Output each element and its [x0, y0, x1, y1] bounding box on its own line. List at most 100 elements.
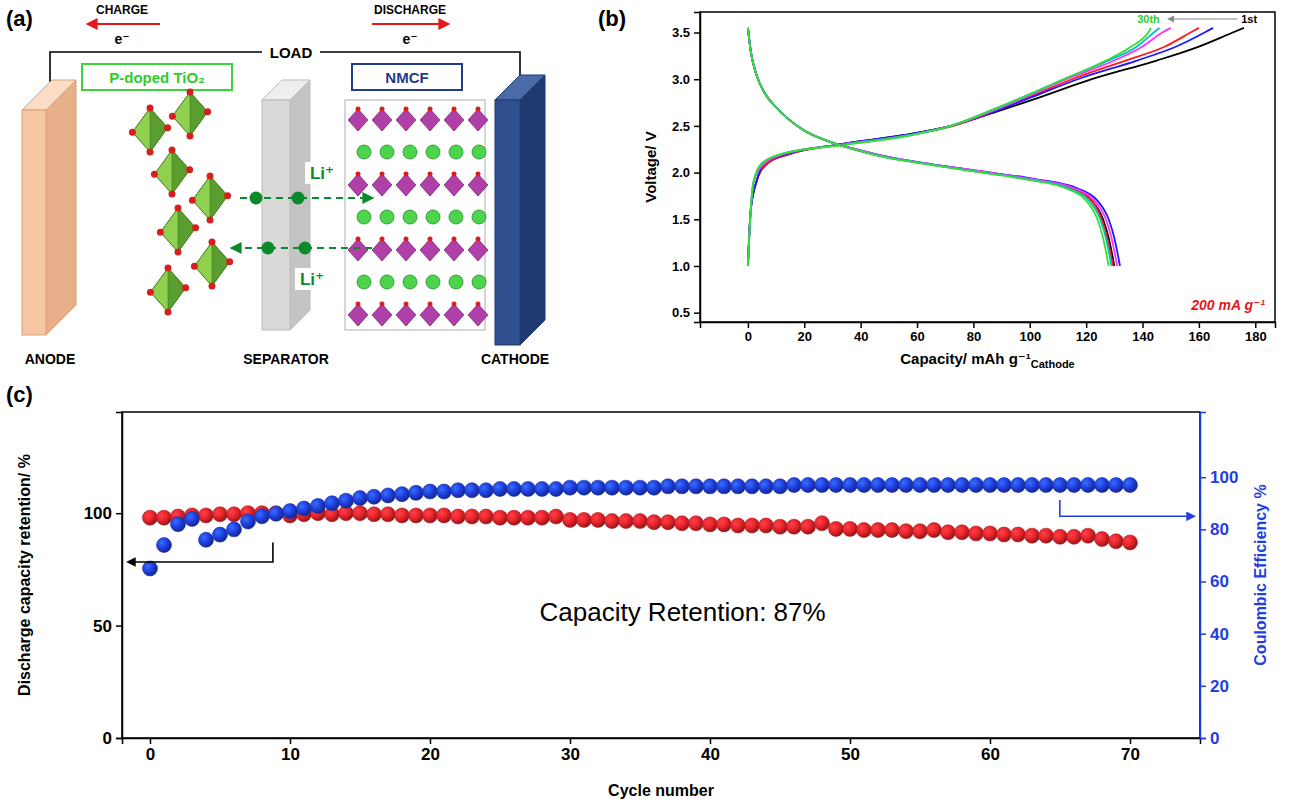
data-point	[675, 516, 690, 531]
tm-octahedron	[468, 109, 488, 131]
tick-mark	[1200, 581, 1206, 583]
tick: 120	[1076, 322, 1098, 344]
tick-label: 60	[981, 745, 1000, 764]
unit-cell	[345, 100, 485, 330]
tick: 0.5	[672, 305, 700, 320]
tick-label: 1.0	[672, 259, 690, 274]
data-point	[465, 509, 480, 524]
plot-frame	[122, 412, 1200, 738]
data-point	[465, 483, 480, 498]
tick-label: 180	[1245, 329, 1267, 344]
data-point	[381, 507, 396, 522]
tick-mark	[694, 32, 700, 34]
oxygen-atom	[164, 124, 171, 131]
tick: 100	[1200, 468, 1238, 487]
oxygen-atom	[186, 166, 193, 173]
data-point	[381, 488, 396, 503]
tick-mark	[116, 625, 122, 627]
data-point	[801, 519, 816, 534]
label: Li⁺	[300, 270, 324, 289]
tick-label: 20	[1210, 677, 1229, 696]
octahedron	[172, 92, 207, 136]
data-point	[605, 480, 620, 495]
cathode-material-box	[352, 64, 462, 90]
tick-label: 40	[854, 329, 868, 344]
tm-octahedron	[396, 174, 416, 196]
data-point	[843, 478, 858, 493]
tick: 100	[84, 504, 122, 523]
oxygen-atom	[404, 107, 409, 112]
oxygen-atom	[147, 289, 154, 296]
tm-octahedron	[396, 239, 416, 261]
data-point	[199, 508, 214, 523]
y-axis: 050100	[84, 413, 123, 748]
panel-label: (b)	[598, 6, 626, 31]
data-point	[689, 516, 704, 531]
tick-label: 40	[701, 745, 720, 764]
data-point	[759, 518, 774, 533]
data-point	[493, 481, 508, 496]
anode-side	[46, 80, 76, 335]
tick-mark	[150, 738, 152, 744]
lithium-ion	[299, 242, 312, 255]
cathode-side	[520, 75, 545, 345]
tick-label: 70	[1121, 745, 1140, 764]
tm-octahedron	[348, 174, 368, 196]
data-point	[689, 479, 704, 494]
oxygen-atom	[129, 129, 136, 136]
voltage-curve	[748, 28, 1112, 266]
axis-line	[1201, 413, 1207, 739]
panel-label: (a)	[6, 6, 33, 31]
tick-label: 140	[1132, 329, 1154, 344]
data-point	[619, 514, 634, 529]
data-point	[1123, 535, 1138, 550]
annotation: Capacity Retention: 87%	[539, 597, 825, 627]
voltage-curve	[748, 28, 1109, 266]
data-point	[1067, 478, 1082, 493]
tick-mark	[1030, 322, 1032, 328]
tick: 60	[1200, 572, 1229, 591]
lithium-atom	[449, 145, 463, 159]
x-axis-title: Cycle number	[608, 782, 714, 799]
data-point	[563, 480, 578, 495]
x-axis-title-main: Capacity/ mAh g⁻¹	[900, 350, 1030, 367]
oxygen-atom	[207, 173, 214, 180]
panel-b: (b)0204060801001201401601800.51.01.52.02…	[598, 6, 1276, 370]
oxygen-atom	[452, 302, 457, 307]
data-point	[311, 498, 326, 513]
tick: 20	[1200, 677, 1229, 696]
tick-label: 0	[745, 329, 752, 344]
tick-mark	[860, 322, 862, 328]
voltage-curve	[748, 28, 1244, 266]
tick-label: 3.5	[672, 25, 690, 40]
label: P-doped TiO₂	[109, 69, 205, 86]
tick: 140	[1132, 322, 1154, 344]
tm-octahedron	[420, 109, 440, 131]
oxygen-atom	[157, 229, 164, 236]
lithium-atom	[449, 210, 463, 224]
oxygen-atom	[404, 302, 409, 307]
data-point	[661, 515, 676, 530]
label: CHARGE	[96, 3, 148, 17]
data-point	[297, 501, 312, 516]
tm-octahedron	[372, 304, 392, 326]
oxygen-atom	[209, 283, 216, 290]
tick-mark	[1200, 529, 1206, 531]
data-point	[983, 526, 998, 541]
data-point	[157, 510, 172, 525]
lithium-ion	[262, 242, 275, 255]
label: DISCHARGE	[374, 3, 446, 17]
data-point	[437, 508, 452, 523]
data-point	[1081, 478, 1096, 493]
li-label-patch	[295, 268, 329, 290]
cycle-arrow	[1169, 18, 1238, 19]
oxygen-atom	[476, 172, 481, 177]
data-point	[941, 478, 956, 493]
lithium-atom	[403, 275, 417, 289]
lithium-atom	[472, 210, 486, 224]
tick-label: 80	[1210, 520, 1229, 539]
oxygen-atom	[476, 107, 481, 112]
data-point	[339, 493, 354, 508]
data-point	[731, 479, 746, 494]
annotation: 30th	[1137, 13, 1160, 25]
